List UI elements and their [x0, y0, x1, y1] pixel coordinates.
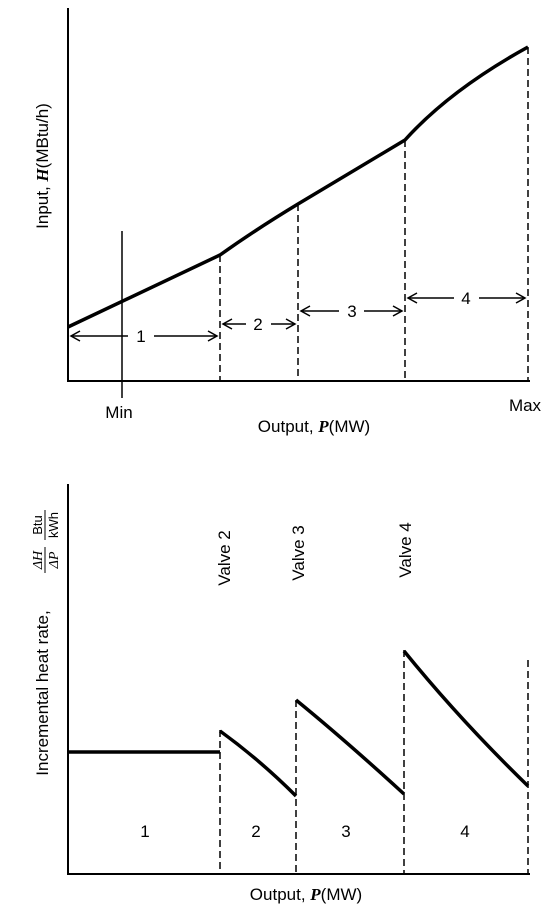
top-chart: 1 2 3 4 Min Max Output, P(MW) Input, H(M…: [33, 8, 542, 436]
y-label-prefix: Incremental heat rate,: [33, 610, 52, 775]
range-label-1: 1: [136, 327, 145, 346]
bottom-chart: Valve 2 Valve 3 Valve 4 1 2 3 4 Output, …: [30, 484, 530, 904]
segment-label-3: 3: [341, 822, 350, 841]
segment-label-4: 4: [460, 822, 469, 841]
range-arrow-3: 3: [299, 302, 404, 321]
max-label: Max: [509, 396, 542, 415]
incremental-heat-rate-curve: [68, 649, 530, 798]
min-label: Min: [105, 403, 132, 422]
valve-3-label: Valve 3: [289, 525, 308, 580]
range-arrow-2: 2: [221, 315, 297, 334]
y-label-frac-denominator: ΔP: [47, 551, 62, 569]
segment-label-2: 2: [251, 822, 260, 841]
y-label-unit-numerator: Btu: [30, 515, 45, 535]
bottom-x-axis-label: Output, P(MW): [250, 885, 362, 904]
range-label-3: 3: [347, 302, 356, 321]
input-output-curve: [67, 45, 529, 329]
bottom-y-axis-label: Incremental heat rate, ΔH ΔP Btu kWh: [30, 510, 62, 776]
y-label-frac-numerator: ΔH: [31, 550, 46, 570]
valve-2-label: Valve 2: [215, 530, 234, 585]
range-arrow-1: 1: [69, 327, 219, 346]
segment-label-1: 1: [140, 822, 149, 841]
top-y-axis-label: Input, H(MBtu/h): [33, 103, 52, 229]
top-x-axis-label: Output, P(MW): [258, 417, 370, 436]
range-arrow-4: 4: [406, 289, 527, 308]
y-label-unit-denominator: kWh: [46, 512, 61, 538]
valve-4-label: Valve 4: [396, 522, 415, 577]
range-label-2: 2: [253, 315, 262, 334]
range-label-4: 4: [461, 289, 470, 308]
